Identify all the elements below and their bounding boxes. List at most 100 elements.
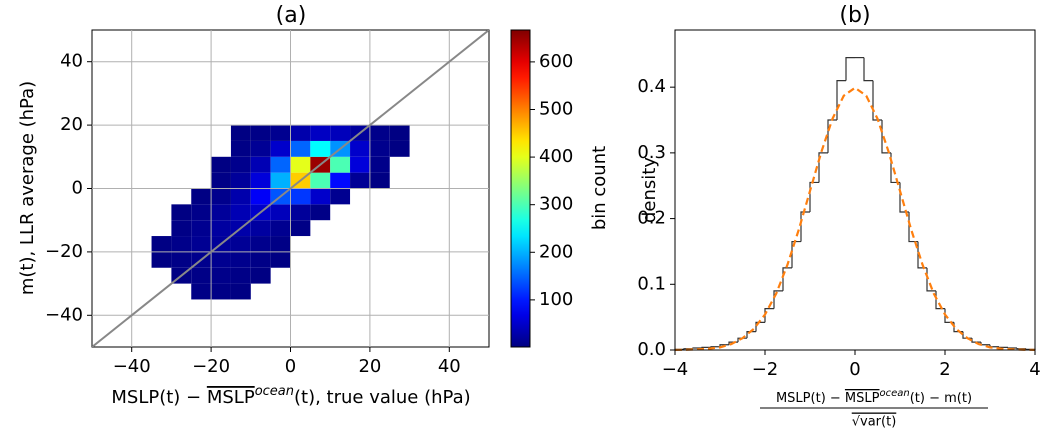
heatmap-cell bbox=[191, 188, 212, 205]
x-tick-label: −2 bbox=[752, 359, 779, 380]
heatmap-cell bbox=[151, 251, 172, 268]
heatmap-cell bbox=[369, 125, 390, 141]
heatmap-cell bbox=[171, 251, 192, 268]
heatmap-cell bbox=[230, 267, 251, 284]
histogram-step bbox=[863, 57, 873, 82]
heatmap-cell bbox=[369, 156, 390, 173]
histogram-step bbox=[692, 347, 702, 349]
heatmap-cell bbox=[250, 172, 271, 189]
heatmap-cell bbox=[230, 188, 251, 205]
histogram-step bbox=[719, 344, 729, 347]
heatmap-cell bbox=[171, 204, 192, 221]
heatmap-cell bbox=[250, 125, 271, 141]
x-label-part: ocean bbox=[255, 384, 294, 399]
colorbar-tick-label: 400 bbox=[539, 146, 573, 167]
heatmap-cell bbox=[250, 188, 271, 205]
y-label-b: density bbox=[639, 157, 660, 223]
x-label-part: (t), true value (hPa) bbox=[294, 387, 471, 408]
x-tick-label: 4 bbox=[1029, 359, 1040, 380]
heatmap-cell bbox=[211, 220, 231, 237]
heatmap-cell bbox=[270, 172, 291, 189]
heatmap-cell bbox=[290, 204, 311, 221]
heatmap-cell bbox=[389, 140, 410, 157]
histogram-step bbox=[1007, 347, 1017, 349]
heatmap-cell bbox=[250, 220, 271, 237]
histogram-step bbox=[710, 346, 720, 348]
histogram-step bbox=[989, 344, 999, 348]
histogram-step bbox=[764, 308, 774, 323]
x-label-part: MSLP(t) − bbox=[776, 391, 845, 406]
heatmap-cell bbox=[290, 156, 311, 173]
heatmap-cell bbox=[151, 236, 172, 252]
heatmap-cell bbox=[211, 251, 231, 268]
heatmap-cell bbox=[250, 156, 271, 173]
heatmap-cell bbox=[230, 125, 251, 141]
y-tick-label: 20 bbox=[60, 114, 83, 135]
heatmap-cell bbox=[369, 140, 390, 157]
heatmap-cell bbox=[270, 125, 291, 141]
histogram-step bbox=[845, 56, 855, 81]
y-tick-label: 0.2 bbox=[637, 208, 666, 229]
x-tick-label: 0 bbox=[285, 356, 296, 377]
y-tick-label: −20 bbox=[45, 241, 83, 262]
heatmap-cell bbox=[211, 172, 231, 189]
heatmap-cell bbox=[270, 220, 291, 237]
histogram-step bbox=[827, 119, 837, 153]
heatmap-cell bbox=[230, 140, 251, 157]
heatmap-cell bbox=[330, 172, 351, 189]
heatmap-cell bbox=[290, 188, 311, 205]
heatmap-cell bbox=[310, 172, 331, 189]
histogram-step bbox=[746, 331, 756, 339]
y-tick-label: −40 bbox=[45, 304, 83, 325]
histogram-step bbox=[800, 211, 810, 242]
heatmap-cell bbox=[350, 156, 370, 173]
histogram-step bbox=[755, 321, 765, 332]
heatmap-cell bbox=[270, 140, 291, 157]
heatmap-cell bbox=[310, 188, 331, 205]
histogram-step bbox=[872, 80, 882, 121]
colorbar-tick-label: 300 bbox=[539, 194, 573, 215]
heatmap-cell bbox=[211, 204, 231, 221]
heatmap-cell bbox=[350, 140, 370, 157]
heatmap-cell bbox=[230, 251, 251, 268]
heatmap-cell bbox=[191, 236, 212, 252]
colorbar-tick-label: 200 bbox=[539, 241, 573, 262]
axes-frame bbox=[674, 29, 1036, 351]
heatmap-cell bbox=[270, 156, 291, 173]
histogram-step bbox=[782, 267, 792, 291]
histogram-step bbox=[980, 342, 990, 346]
histogram-step bbox=[809, 181, 819, 213]
heatmap-cell bbox=[250, 236, 271, 252]
y-tick-label: 40 bbox=[60, 51, 83, 72]
heatmap-cell bbox=[310, 125, 331, 141]
heatmap-cell bbox=[290, 125, 311, 141]
heatmap-cell bbox=[330, 125, 351, 141]
heatmap-cell bbox=[230, 204, 251, 221]
heatmap-cell bbox=[250, 251, 271, 268]
x-label-b-denominator: √var(t) bbox=[852, 415, 897, 430]
colorbar-label: bin count bbox=[589, 146, 610, 230]
heatmap-cell bbox=[191, 283, 212, 300]
histogram-step bbox=[818, 152, 828, 183]
x-label-part: MSLP(t) − bbox=[111, 387, 206, 408]
heatmap-cell bbox=[230, 236, 251, 252]
title-b: (b) bbox=[839, 3, 870, 28]
x-label-part: MSLP bbox=[207, 387, 255, 408]
histogram-step bbox=[836, 79, 846, 121]
heatmap-cell bbox=[270, 251, 291, 268]
heatmap-cell bbox=[270, 204, 291, 221]
y-tick-label: 0.1 bbox=[637, 273, 666, 294]
y-tick-label: 0.4 bbox=[637, 76, 666, 97]
heatmap-cell bbox=[250, 267, 271, 284]
y-tick-label: 0.0 bbox=[637, 339, 666, 360]
heatmap-cell bbox=[211, 156, 231, 173]
heatmap-cell bbox=[211, 283, 231, 300]
x-tick-label: 2 bbox=[939, 359, 950, 380]
y-tick-label: 0 bbox=[72, 178, 83, 199]
x-label-part: MSLP bbox=[845, 391, 880, 406]
heatmap-cell bbox=[230, 283, 251, 300]
y-label-a: m(t), LLR average (hPa) bbox=[17, 81, 38, 295]
heatmap-cell bbox=[211, 188, 231, 205]
heatmap-cell bbox=[191, 267, 212, 284]
